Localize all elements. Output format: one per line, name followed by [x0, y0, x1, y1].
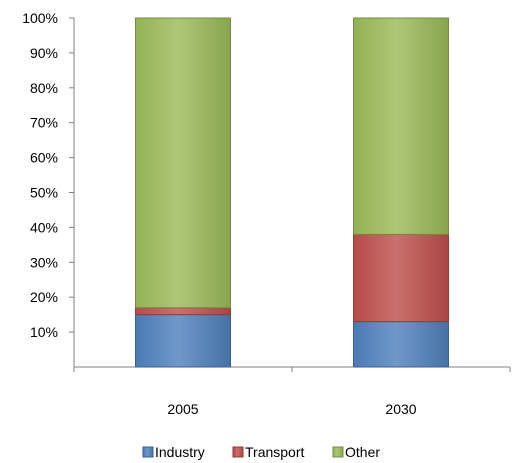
- bar-other-2005: [135, 17, 231, 309]
- bar-group: [135, 17, 449, 368]
- y-tick-label: 30%: [30, 254, 58, 270]
- y-tick-label: 100%: [22, 10, 58, 26]
- y-tick-label: 20%: [30, 289, 58, 305]
- x-category-label: 2030: [385, 401, 416, 417]
- bar-transport-2030: [353, 233, 449, 323]
- y-tick-label: 50%: [30, 185, 58, 201]
- bar-industry-2030: [353, 321, 449, 368]
- y-tick-label: 80%: [30, 80, 58, 96]
- y-tick-label: 10%: [30, 324, 58, 340]
- legend-swatch-transport: [232, 446, 244, 458]
- legend-label-other: Other: [345, 444, 380, 460]
- legend-label-transport: Transport: [245, 444, 305, 460]
- y-tick-label: 40%: [30, 219, 58, 235]
- x-axis: 2005 2030: [73, 366, 511, 417]
- bar-transport-2005: [135, 307, 231, 316]
- legend-swatch-other: [332, 446, 344, 458]
- y-axis: 100% 90% 80% 70% 60% 50% 40% 30% 20% 10%: [22, 10, 75, 367]
- bar-industry-2005: [135, 314, 231, 368]
- y-tick-label: 60%: [30, 150, 58, 166]
- legend-swatch-industry: [142, 446, 154, 458]
- x-category-label: 2005: [167, 401, 198, 417]
- y-tick-label: 70%: [30, 115, 58, 131]
- bar-other-2030: [353, 17, 449, 235]
- legend: Industry Transport Other: [142, 444, 380, 460]
- y-tick-label: 90%: [30, 45, 58, 61]
- legend-label-industry: Industry: [155, 444, 205, 460]
